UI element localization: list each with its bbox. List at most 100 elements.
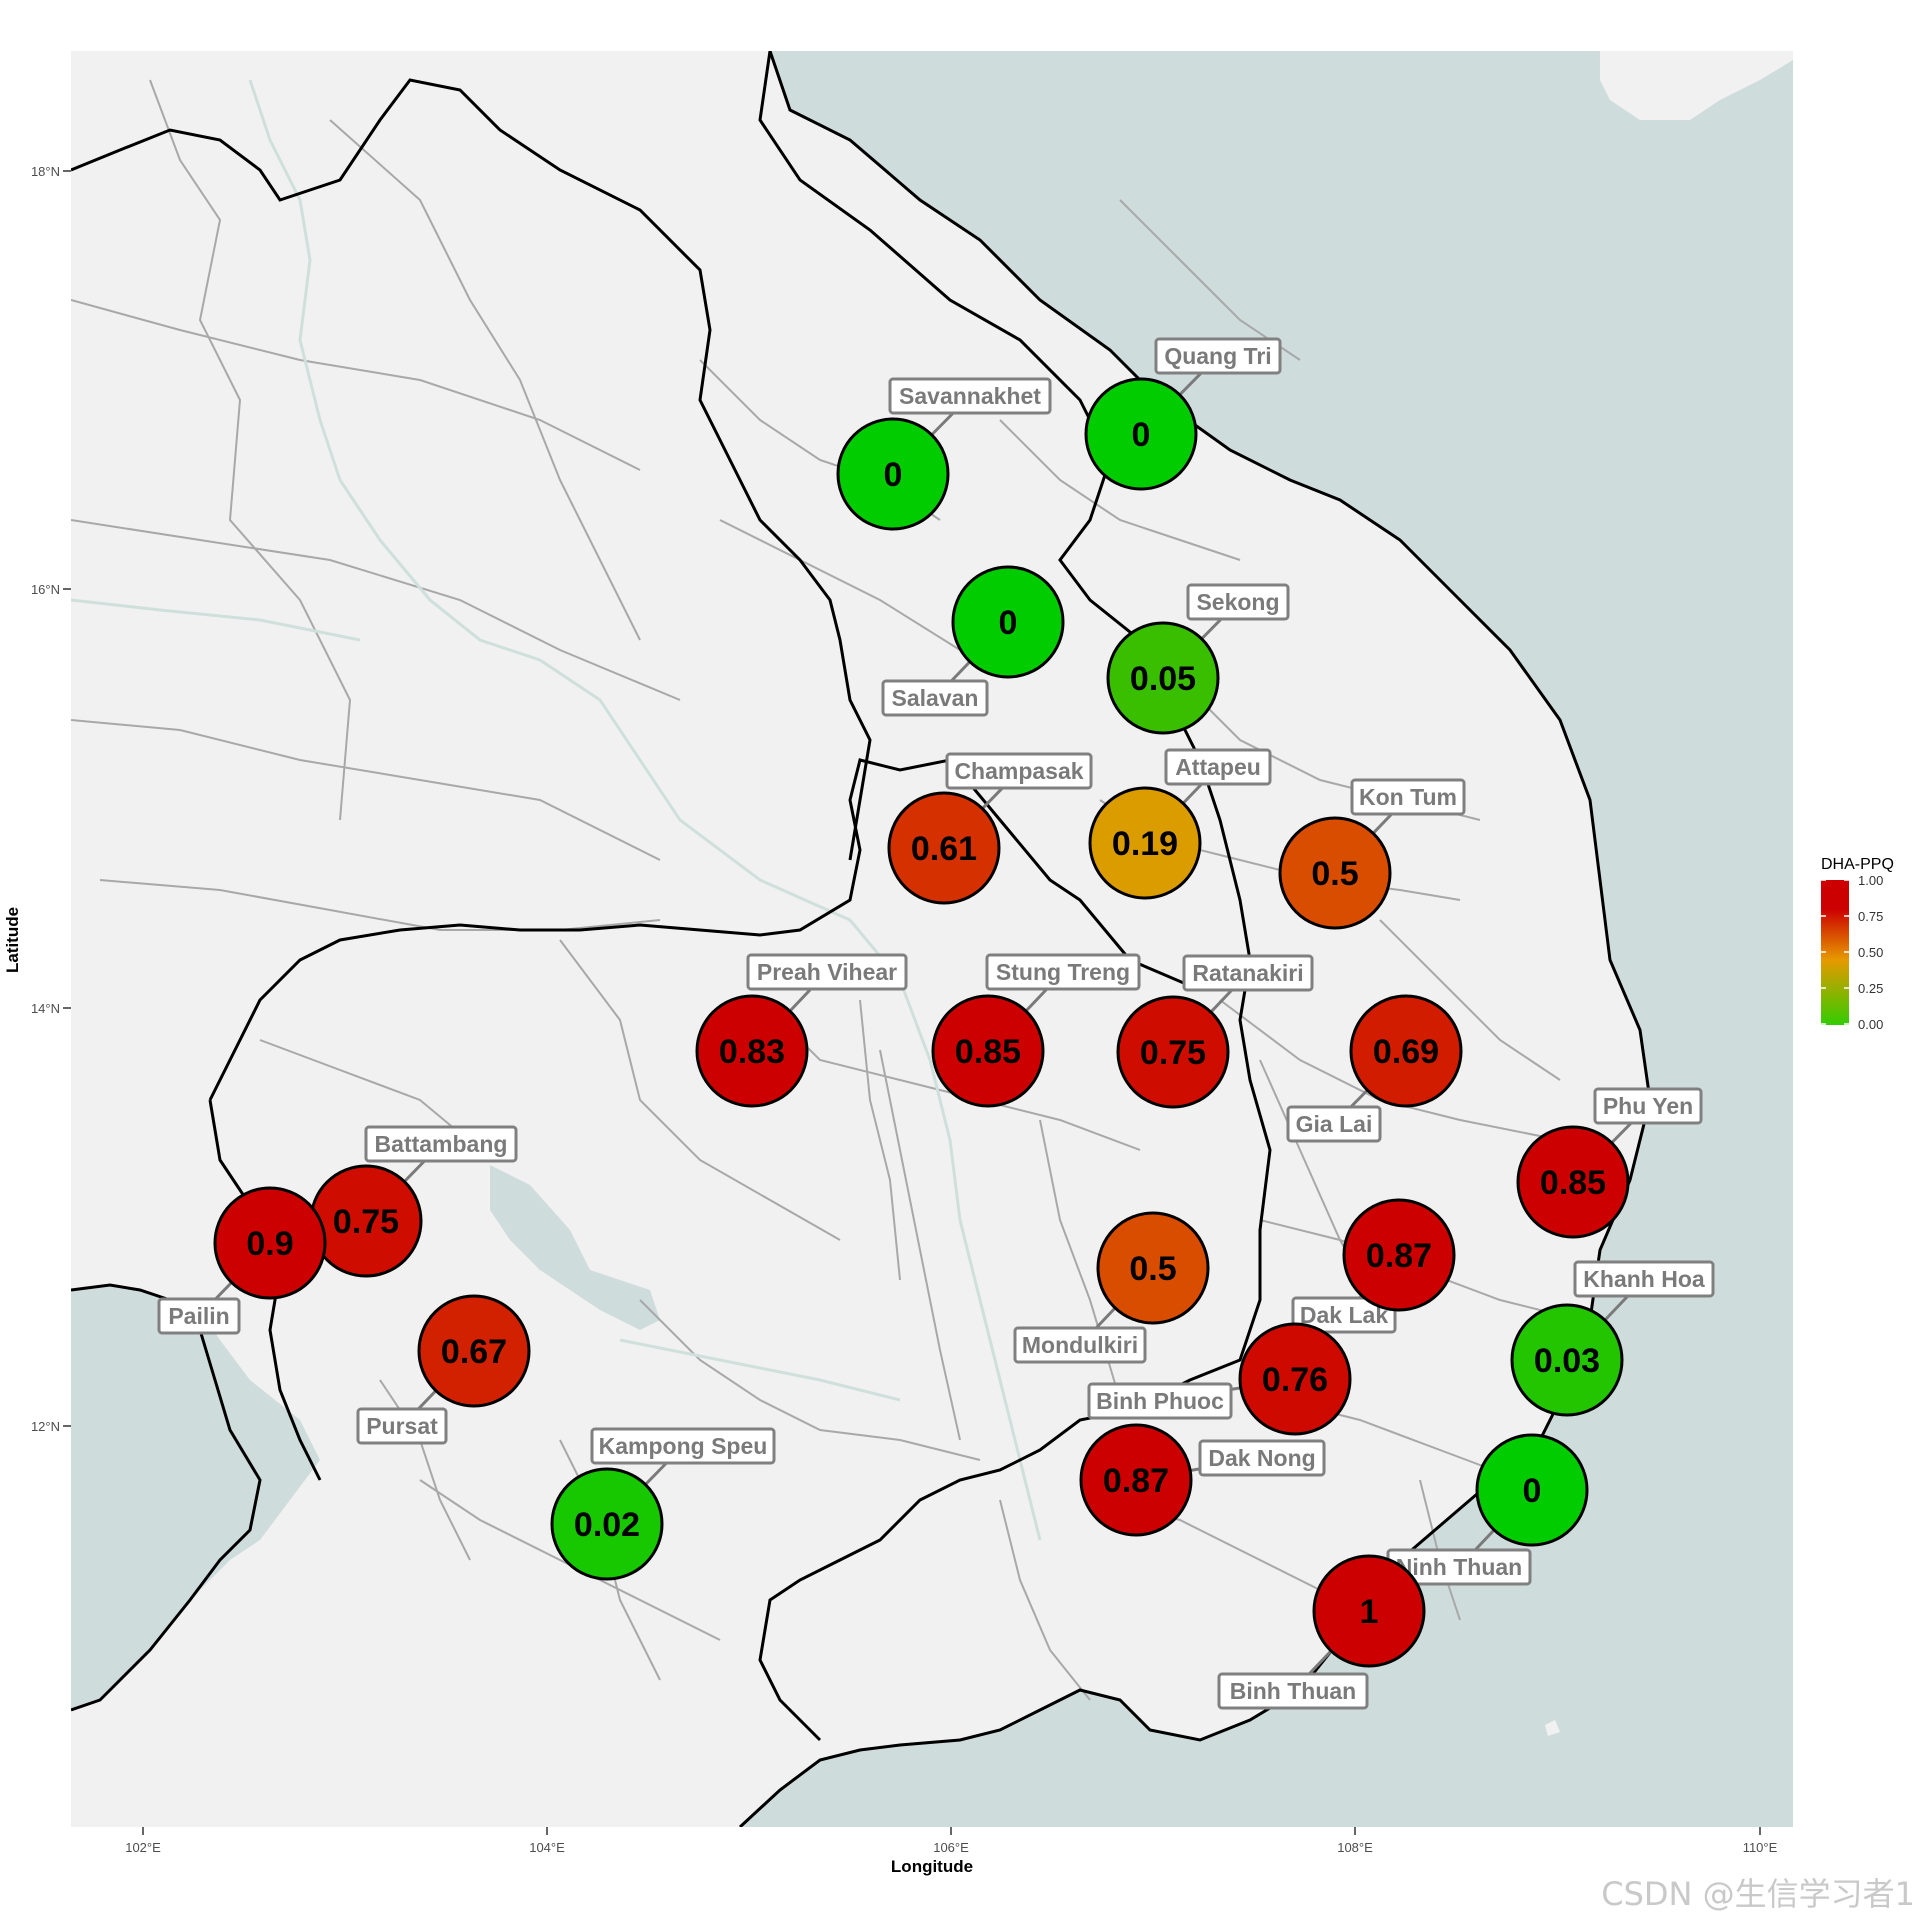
site-circle-mark: [1106, 621, 1220, 735]
site-circle: 0.76: [1238, 1322, 1352, 1436]
site-circle-mark: [213, 1186, 327, 1300]
site-label-box: [1593, 1087, 1703, 1125]
site-circle: 0.85: [931, 994, 1045, 1108]
site-value-text: 0: [884, 456, 903, 494]
site-label: Gia Lai: [1286, 1105, 1382, 1143]
site-value-text: 0.05: [1130, 660, 1196, 698]
site-label-box: [746, 953, 908, 991]
site-label-text: Champasak: [954, 758, 1083, 784]
site-label-text: Binh Phuoc: [1096, 1388, 1224, 1414]
site-label: Binh Phuoc: [1087, 1382, 1233, 1420]
site-label-box: [1573, 1260, 1715, 1298]
site-label: Ninh Thuan: [1386, 1548, 1532, 1586]
site-label-box: [157, 1297, 241, 1335]
site-label-text: Savannakhet: [899, 383, 1041, 409]
site-circle-mark: [1510, 1303, 1624, 1417]
site-label-box: [1286, 1105, 1382, 1143]
site-value-text: 0.03: [1534, 1342, 1600, 1380]
site-label-text: Quang Tri: [1164, 343, 1271, 369]
site-circle: 0.85: [1516, 1125, 1630, 1239]
site-circle: 0.02: [550, 1467, 664, 1581]
site-label-box: [1291, 1296, 1397, 1334]
site-circle: 0.61: [887, 791, 1001, 905]
site-circle: 0.87: [1079, 1423, 1193, 1537]
site-value-text: 0.87: [1103, 1462, 1169, 1500]
map-panel: [71, 51, 1793, 1827]
site-value-text: 0.67: [441, 1333, 507, 1371]
site-label-text: Kon Tum: [1359, 784, 1457, 810]
site-label-text: Sekong: [1196, 589, 1279, 615]
site-label-box: [1186, 583, 1290, 621]
site-label-box: [364, 1125, 518, 1163]
site-circle: 0.87: [1342, 1198, 1456, 1312]
site-value-text: 0.61: [911, 830, 977, 868]
site-circle: 1: [1312, 1554, 1426, 1668]
site-label: Kampong Speu: [590, 1427, 776, 1465]
site-label: Quang Tri: [1154, 337, 1282, 375]
site-label: Mondulkiri: [1013, 1326, 1147, 1364]
site-circle-mark: [695, 994, 809, 1108]
site-label-box: [881, 679, 989, 717]
site-label: Champasak: [945, 752, 1093, 790]
site-circle: 0: [836, 417, 950, 531]
site-label-text: Ratanakiri: [1192, 960, 1303, 986]
site-label-text: Stung Treng: [996, 959, 1130, 985]
site-label-text: Dak Lak: [1300, 1302, 1388, 1328]
site-value-text: 0.9: [246, 1225, 293, 1263]
site-label-text: Ninh Thuan: [1396, 1554, 1522, 1580]
site-label: Khanh Hoa: [1573, 1260, 1715, 1298]
site-label-box: [1154, 337, 1282, 375]
site-label: Pursat: [356, 1407, 448, 1445]
site-label-text: Khanh Hoa: [1583, 1266, 1705, 1292]
site-circle: 0: [1475, 1433, 1589, 1547]
site-label: Battambang: [364, 1125, 518, 1163]
x-tick-label: 108°E: [1337, 1840, 1373, 1855]
site-label-box: [945, 752, 1093, 790]
x-tick-label: 104°E: [529, 1840, 565, 1855]
x-tick-label: 110°E: [1743, 1840, 1778, 1855]
site-circle: 0.19: [1088, 786, 1202, 900]
y-tick-label: 16°N: [31, 582, 60, 597]
site-labels: Savannakhet Quang Tri Salavan Sekong Champas…: [157, 337, 1715, 1710]
x-axis: 102°E 104°E 106°E 108°E 110°E: [125, 1827, 1778, 1855]
site-value-text: 0.76: [1262, 1361, 1328, 1399]
site-value-text: 0.83: [719, 1033, 785, 1071]
site-label: Stung Treng: [985, 953, 1141, 991]
site-label-text: Dak Nong: [1208, 1445, 1315, 1471]
site-label: Preah Vihear: [746, 953, 908, 991]
site-circle: 0.05: [1106, 621, 1220, 735]
site-value-text: 0.75: [1140, 1034, 1206, 1072]
site-label-box: [1087, 1382, 1233, 1420]
site-label-text: Battambang: [375, 1131, 508, 1157]
site-label: Phu Yen: [1593, 1087, 1703, 1125]
site-circle-mark: [1342, 1198, 1456, 1312]
site-circle-mark: [1096, 1211, 1210, 1325]
site-circle-mark: [836, 417, 950, 531]
site-circle-mark: [1516, 1125, 1630, 1239]
site-label: Pailin: [157, 1297, 241, 1335]
site-circle-mark: [1088, 786, 1202, 900]
site-circle-mark: [1278, 816, 1392, 930]
legend-ticks: 1.00 0.75 0.50 0.25 0.00: [1821, 873, 1883, 1032]
site-markers: Savannakhet Quang Tri Salavan Sekong Champas…: [157, 337, 1715, 1710]
site-value-text: 0.85: [1540, 1164, 1606, 1202]
site-label-box: [985, 953, 1141, 991]
site-label: Savannakhet: [888, 377, 1052, 415]
x-tick-label: 102°E: [125, 1840, 161, 1855]
legend-tick-label: 0.00: [1858, 1017, 1883, 1032]
legend-tick-label: 1.00: [1858, 873, 1883, 888]
site-value-text: 0: [1523, 1472, 1542, 1510]
site-label-text: Phu Yen: [1603, 1093, 1693, 1119]
site-label-text: Kampong Speu: [599, 1433, 768, 1459]
site-label-box: [1164, 748, 1272, 786]
legend: DHA-PPQ 1.00 0.75 0.50 0.25 0.00: [1821, 856, 1894, 1032]
site-label-text: Attapeu: [1175, 754, 1261, 780]
site-circle: 0.75: [1116, 995, 1230, 1109]
site-circle: 0: [951, 565, 1065, 679]
site-label-box: [356, 1407, 448, 1445]
site-label-box: [1198, 1439, 1326, 1477]
site-value-text: 0.69: [1373, 1033, 1439, 1071]
site-circle: 0.5: [1278, 816, 1392, 930]
gulf-water: [71, 1285, 260, 1710]
site-label: Binh Thuan: [1217, 1672, 1369, 1710]
